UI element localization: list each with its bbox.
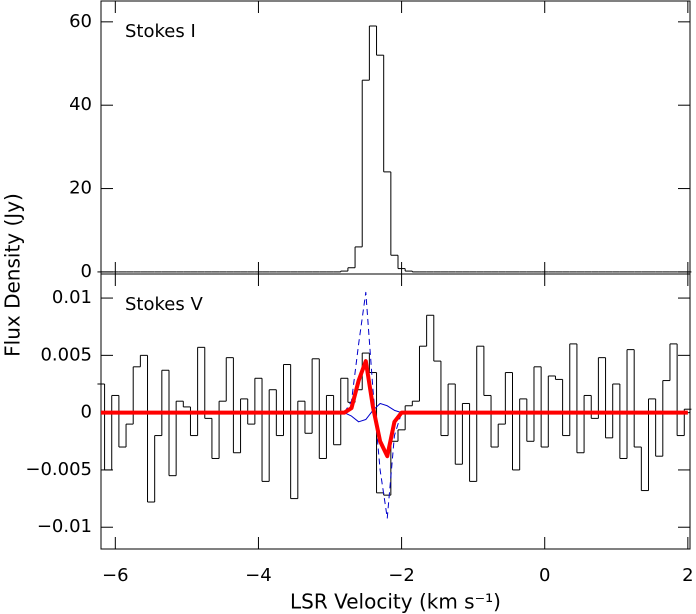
model-line (101, 359, 688, 459)
y-tick-label: 0.01 (52, 287, 92, 308)
x-tick-label: −2 (388, 565, 415, 586)
panel-annotation: Stokes I (125, 21, 196, 42)
y-axis-label: Flux Density (Jy) (1, 193, 25, 357)
panel-annotation: Stokes V (125, 294, 203, 315)
x-tick-label: −6 (102, 565, 129, 586)
y-tick-label: 0 (81, 402, 92, 423)
x-tick-label: 0 (539, 565, 550, 586)
y-tick-label: 40 (69, 94, 92, 115)
x-tick-label: 2 (682, 565, 693, 586)
y-tick-label: 60 (69, 11, 92, 32)
y-tick-label: 0.005 (40, 344, 92, 365)
x-tick-label: −4 (245, 565, 272, 586)
y-tick-label: −0.005 (25, 459, 92, 480)
y-tick-label: 0 (81, 261, 92, 282)
x-axis-label: LSR Velocity (km s⁻¹) (290, 590, 501, 614)
model-line (343, 291, 403, 519)
y-tick-label: 20 (69, 178, 92, 199)
y-tick-label: −0.01 (37, 516, 92, 537)
